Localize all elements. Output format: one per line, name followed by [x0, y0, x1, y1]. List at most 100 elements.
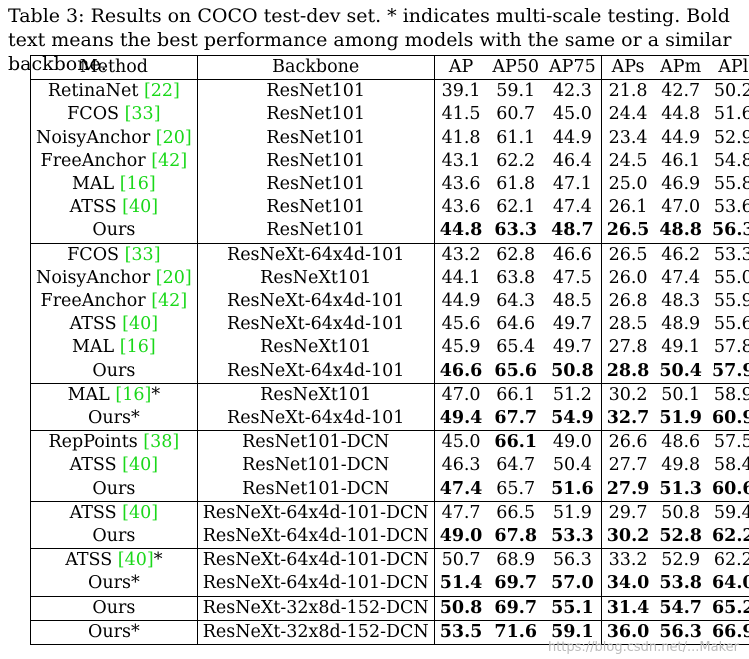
method-cell: Ours* [30, 572, 198, 597]
table-row: NoisyAnchor [20] ResNeXt101 44.1 63.8 47.5 26… [30, 266, 749, 291]
apm-value: 53.8 [654, 572, 707, 597]
ap75-value: 56.3 [544, 548, 602, 573]
method-name: FCOS [67, 244, 125, 265]
method-name: RetinaNet [47, 81, 144, 102]
apl-value: 64.0 [706, 572, 749, 597]
backbone-cell: ResNet101 [197, 79, 435, 104]
backbone-cell: ResNeXt-64x4d-101 [197, 243, 435, 267]
ap50-value: 63.3 [487, 219, 545, 244]
aps-value: 21.8 [608, 81, 648, 102]
ap75-value: 47.1 [544, 173, 602, 197]
ap75-value: 51.2 [544, 383, 602, 408]
ap75-value: 46.6 [544, 243, 602, 267]
ap75-value: 47.4 [544, 196, 602, 220]
ap-value: 39.1 [441, 81, 481, 102]
citation-link[interactable]: [16] [119, 174, 156, 195]
method-name: ATSS [69, 197, 123, 218]
ap50-value: 69.7 [487, 572, 545, 597]
method-cell: Ours [30, 359, 198, 384]
citation-link[interactable]: [16] [115, 384, 152, 405]
ap50-value: 60.7 [496, 104, 536, 125]
citation-link[interactable]: [42] [151, 291, 188, 312]
citation-link[interactable]: [40] [122, 197, 159, 218]
ap-value: 47.7 [441, 502, 481, 523]
ap50-value: 63.8 [496, 267, 536, 288]
ap75-value: 57.0 [544, 572, 602, 597]
citation-link[interactable]: [40] [122, 502, 159, 523]
apl-value: 60.6 [706, 477, 749, 502]
method-cell: FreeAnchor [42] [30, 149, 198, 174]
apm-value: 44.9 [661, 127, 701, 148]
method-cell: MAL [16]* [30, 383, 198, 408]
ap50-value: 69.7 [487, 596, 545, 621]
table-row: Ours ResNeXt-32x8d-152-DCN 50.8 69.7 55.1 31.… [30, 596, 749, 621]
ap75-value: 47.5 [544, 266, 602, 291]
citation-link[interactable]: [20] [155, 267, 192, 288]
aps-value: 28.8 [601, 359, 655, 384]
ap-value: 44.9 [441, 291, 481, 312]
apm-value: 48.9 [661, 314, 701, 335]
ap-value: 45.9 [441, 337, 481, 358]
backbone-cell: ResNet101 [197, 219, 435, 244]
aps-value: 23.4 [608, 127, 648, 148]
ap50-value: 66.1 [494, 432, 538, 453]
backbone-cell: ResNet101-DCN [197, 477, 435, 502]
citation-link[interactable]: [22] [143, 81, 180, 102]
method-name: Ours [92, 597, 136, 618]
table-row: MAL [16] ResNeXt101 45.9 65.4 49.7 27.8 49.1 57… [30, 336, 749, 360]
ap75-value: 49.0 [544, 430, 602, 455]
ap-value: 46.6 [434, 359, 488, 384]
header-aps: APs [601, 54, 655, 81]
ap50-value: 62.2 [496, 150, 536, 171]
method-name: MAL [67, 384, 116, 405]
ap-value: 41.5 [441, 104, 481, 125]
apl-value: 51.6 [706, 103, 749, 127]
apm-value: 51.3 [654, 477, 707, 502]
citation-link[interactable]: [40] [122, 455, 159, 476]
ap50-value: 61.8 [496, 174, 536, 195]
apm-value: 47.4 [661, 267, 701, 288]
aps-value: 27.9 [601, 477, 655, 502]
backbone-cell: ResNeXt-64x4d-101-DCN [197, 548, 435, 573]
table-row: FreeAnchor [42] ResNet101 43.1 62.2 46.4 24.5… [30, 149, 749, 174]
method-cell: Ours [30, 596, 198, 621]
method-name: FreeAnchor [40, 291, 152, 312]
citation-link[interactable]: [16] [119, 337, 156, 358]
ap-value: 51.4 [434, 572, 488, 597]
table-row: ATSS [40]* ResNeXt-64x4d-101-DCN 50.7 68.9 5… [30, 548, 749, 573]
citation-link[interactable]: [42] [151, 150, 188, 171]
citation-link[interactable]: [40] [122, 314, 159, 335]
backbone-cell: ResNeXt-64x4d-101 [197, 407, 435, 432]
apl-value: 62.2 [706, 548, 749, 573]
backbone-cell: ResNet101 [197, 126, 435, 150]
apm-value: 46.2 [661, 244, 701, 265]
aps-value: 27.7 [608, 455, 648, 476]
method-name: MAL [72, 174, 120, 195]
ap75-value: 44.9 [544, 126, 602, 150]
ap-value: 49.4 [434, 407, 488, 432]
table-row: Ours* ResNeXt-64x4d-101 49.4 67.7 54.9 32.7 51… [30, 407, 749, 432]
aps-value: 30.2 [608, 384, 648, 405]
ap75-value: 54.9 [544, 407, 602, 432]
citation-link[interactable]: [33] [124, 104, 161, 125]
ap75-value: 50.4 [544, 454, 602, 478]
ap-value: 43.6 [441, 174, 481, 195]
citation-link[interactable]: [33] [124, 244, 161, 265]
table-row: Ours ResNeXt-64x4d-101-DCN 49.0 67.8 53.3 30.… [30, 525, 749, 550]
citation-link[interactable]: [38] [143, 432, 180, 453]
ap75-value: 48.5 [544, 290, 602, 314]
method-name: ATSS [69, 502, 123, 523]
method-cell: RepPoints [38] [30, 430, 198, 455]
method-name: RepPoints [48, 432, 144, 453]
ap-value: 50.8 [434, 596, 488, 621]
citation-link[interactable]: [20] [155, 127, 192, 148]
apl-value: 62.2 [706, 525, 749, 550]
apm-value: 50.8 [661, 502, 701, 523]
citation-link[interactable]: [40] [117, 550, 154, 571]
backbone-cell: ResNet101 [197, 149, 435, 174]
header-method: Method [30, 54, 198, 81]
apl-value: 55.6 [706, 313, 749, 337]
ap-value: 43.6 [441, 197, 481, 218]
ap-value: 49.0 [434, 525, 488, 550]
method-cell: NoisyAnchor [20] [30, 126, 198, 150]
